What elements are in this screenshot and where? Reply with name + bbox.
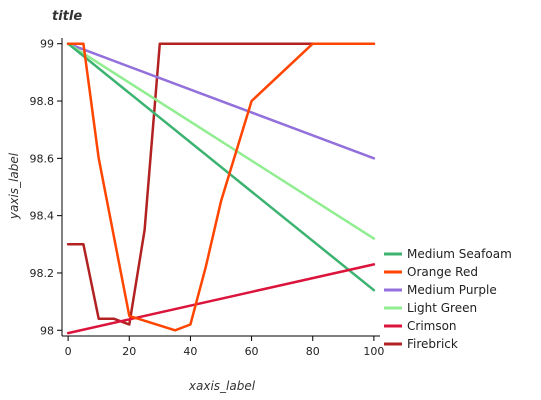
series-line-crimson (66, 263, 376, 335)
series-layer (66, 42, 376, 335)
series-line-firebrick (66, 42, 376, 326)
y-tick-label: 99 (40, 38, 54, 51)
y-axis-label: yaxis_label (7, 152, 21, 220)
legend-label: Firebrick (407, 337, 458, 351)
chart-title: title (52, 9, 82, 24)
y-tick-label: 98.8 (30, 95, 55, 108)
series-line-medium-seafoam (66, 42, 376, 292)
x-ticks: 0 20 40 60 80 100 (65, 336, 384, 358)
y-ticks: 98 98.2 98.4 98.6 98.8 99 (30, 38, 62, 337)
x-axis-label: xaxis_label (188, 379, 256, 393)
x-tick-label: 80 (306, 345, 320, 358)
y-tick-label: 98.2 (30, 267, 55, 280)
x-tick-label: 0 (65, 345, 72, 358)
y-tick-label: 98 (40, 324, 54, 337)
legend-label: Medium Seafoam (407, 247, 512, 261)
legend: Medium Seafoam Orange Red Medium Purple Lig… (384, 247, 512, 351)
legend-label: Light Green (407, 301, 477, 315)
x-tick-label: 20 (122, 345, 136, 358)
series-line-medium-purple (66, 42, 376, 160)
legend-label: Crimson (407, 319, 457, 333)
x-tick-label: 100 (363, 345, 384, 358)
x-tick-label: 60 (245, 345, 259, 358)
series-line-light-green (66, 42, 376, 240)
series-line-orange-red (66, 42, 376, 332)
legend-label: Orange Red (407, 265, 478, 279)
x-tick-label: 40 (183, 345, 197, 358)
y-tick-label: 98.4 (30, 210, 55, 223)
legend-label: Medium Purple (407, 283, 497, 297)
y-tick-label: 98.6 (30, 152, 55, 165)
